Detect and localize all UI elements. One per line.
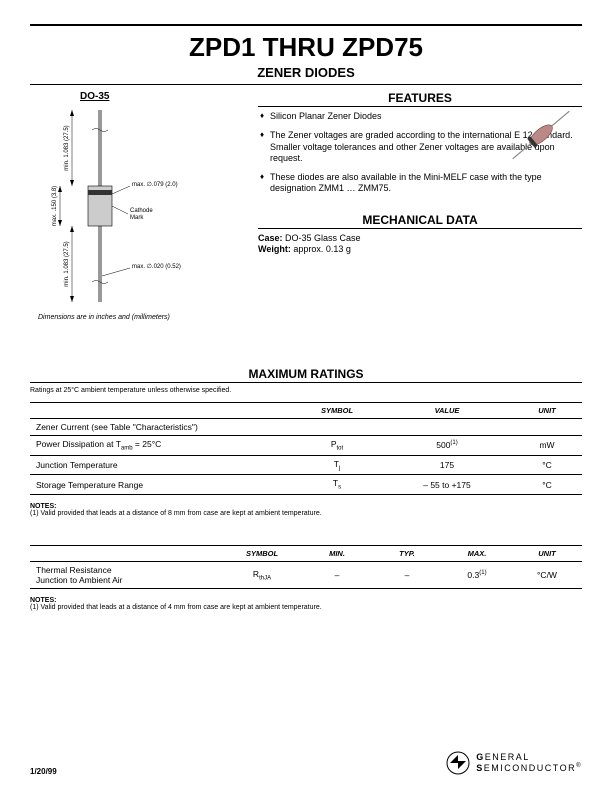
page-title: ZPD1 THRU ZPD75	[30, 24, 582, 63]
table-row: Junction Temperature Tj 175 °C	[30, 455, 582, 475]
weight-label: Weight:	[258, 244, 291, 254]
dim-lead-len-bot: min. 1.083 (27.5)	[64, 241, 70, 286]
col-value: VALUE	[382, 403, 512, 419]
package-drawing-col: DO-35 min. 1.083 (27.5) max. .150 (3.8)	[30, 91, 240, 321]
col-typ: TYP.	[372, 546, 442, 562]
mechanical-section: MECHANICAL DATA Case: DO-35 Glass Case W…	[258, 213, 582, 254]
dim-body-dia: max. ∅.079 (2.0)	[132, 181, 178, 188]
ratings-condition-note: Ratings at 25°C ambient temperature unle…	[30, 387, 582, 394]
col-max: MAX.	[442, 546, 512, 562]
feature-item: These diodes are also available in the M…	[260, 172, 582, 195]
package-outline-drawing: min. 1.083 (27.5) max. .150 (3.8) min. 1…	[30, 106, 210, 306]
package-label: DO-35	[80, 91, 240, 102]
col-min: MIN.	[302, 546, 372, 562]
col-symbol: SYMBOL	[292, 403, 382, 419]
col-unit: UNIT	[512, 546, 582, 562]
max-ratings-section: MAXIMUM RATINGS Ratings at 25°C ambient …	[30, 367, 582, 517]
logo-text: GENERAL SEMICONDUCTOR®	[476, 753, 582, 773]
col-symbol: SYMBOL	[222, 546, 302, 562]
footer-date: 1/20/99	[30, 767, 57, 776]
diode-photo	[506, 100, 576, 170]
max-ratings-notes: NOTES: (1) Valid provided that leads at …	[30, 503, 582, 517]
page-subtitle: ZENER DIODES	[30, 63, 582, 85]
dim-lead-dia: max. ∅.020 (0.52)	[132, 263, 181, 270]
table-row: Power Dissipation at Tamb = 25°C Ptot 50…	[30, 436, 582, 456]
svg-text:Mark: Mark	[130, 215, 144, 221]
top-section: DO-35 min. 1.083 (27.5) max. .150 (3.8)	[30, 91, 582, 321]
weight-value: approx. 0.13 g	[293, 244, 351, 254]
max-ratings-heading: MAXIMUM RATINGS	[30, 367, 582, 383]
table-row: Zener Current (see Table "Characteristic…	[30, 419, 582, 436]
col-unit: UNIT	[512, 403, 582, 419]
case-value: DO-35 Glass Case	[285, 233, 361, 243]
thermal-section: SYMBOL MIN. TYP. MAX. UNIT Thermal Resis…	[30, 545, 582, 611]
max-ratings-table: SYMBOL VALUE UNIT Zener Current (see Tab…	[30, 402, 582, 495]
logo-icon	[444, 750, 472, 776]
cathode-mark-label: Cathode	[130, 208, 153, 214]
mechanical-heading: MECHANICAL DATA	[258, 213, 582, 229]
thermal-notes: NOTES: (1) Valid provided that leads at …	[30, 597, 582, 611]
company-logo: GENERAL SEMICONDUCTOR®	[444, 750, 582, 776]
dim-body-len: max. .150 (3.8)	[52, 186, 58, 226]
page-footer: 1/20/99 GENERAL SEMICONDUCTOR®	[30, 750, 582, 776]
table-row: Storage Temperature Range Ts – 55 to +17…	[30, 475, 582, 495]
thermal-table: SYMBOL MIN. TYP. MAX. UNIT Thermal Resis…	[30, 545, 582, 589]
dimension-note: Dimensions are in inches and (millimeter…	[38, 314, 240, 321]
table-row: Thermal ResistanceJunction to Ambient Ai…	[30, 562, 582, 589]
case-label: Case:	[258, 233, 283, 243]
dim-lead-len-top: min. 1.083 (27.5)	[64, 125, 70, 170]
